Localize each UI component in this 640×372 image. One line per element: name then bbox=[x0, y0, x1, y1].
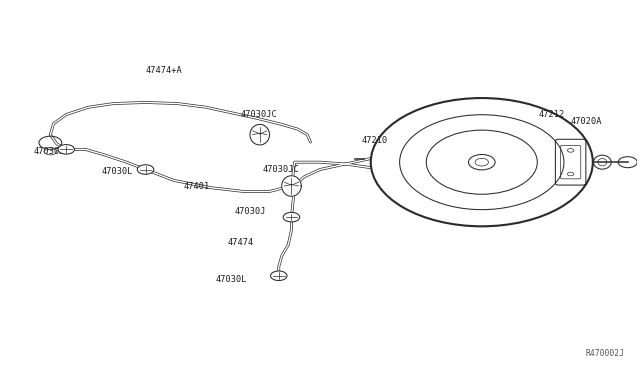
Text: 47020A: 47020A bbox=[571, 118, 602, 126]
Text: 47210: 47210 bbox=[361, 136, 387, 145]
Text: 47474: 47474 bbox=[228, 238, 254, 247]
Polygon shape bbox=[250, 125, 269, 145]
Text: 47030J: 47030J bbox=[33, 147, 65, 156]
Circle shape bbox=[475, 158, 488, 166]
Circle shape bbox=[271, 271, 287, 280]
Text: 47030J: 47030J bbox=[234, 207, 266, 216]
Polygon shape bbox=[282, 176, 301, 196]
Circle shape bbox=[58, 145, 74, 154]
Text: 47474+A: 47474+A bbox=[145, 66, 182, 75]
Text: 47212: 47212 bbox=[539, 110, 565, 119]
Text: 47030JC: 47030JC bbox=[263, 165, 300, 174]
Text: R470002J: R470002J bbox=[586, 349, 625, 358]
Circle shape bbox=[137, 165, 154, 174]
Text: 47030L: 47030L bbox=[215, 275, 247, 284]
Circle shape bbox=[284, 212, 300, 222]
Text: 47030JC: 47030JC bbox=[241, 110, 278, 119]
Text: 47401: 47401 bbox=[184, 182, 210, 190]
Text: 47030L: 47030L bbox=[101, 167, 132, 176]
